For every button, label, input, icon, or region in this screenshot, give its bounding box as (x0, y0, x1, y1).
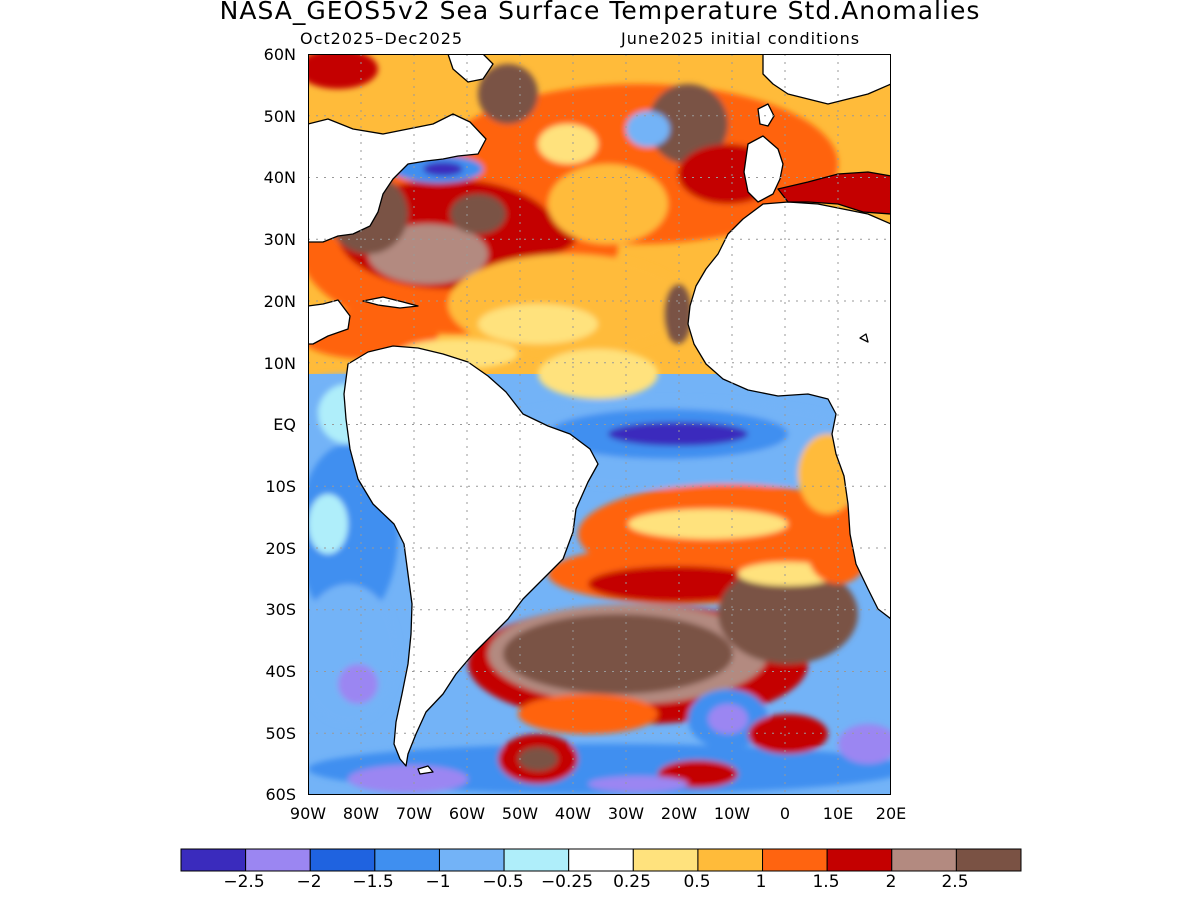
lon-label: 20E (875, 804, 907, 823)
colorbar-tick-label: −2 (296, 872, 322, 892)
chart-title: NASA_GEOS5v2 Sea Surface Temperature Std… (219, 0, 981, 25)
colorbar-swatch (891, 848, 957, 872)
colorbar-swatch (568, 848, 634, 872)
lat-label: 20S (265, 539, 296, 558)
lat-label: 40S (265, 662, 296, 681)
lon-label: 20W (660, 804, 698, 823)
lat-label: 60S (265, 785, 296, 804)
lat-label: 20N (263, 292, 296, 311)
south-america (343, 345, 599, 767)
colorbar-swatch (632, 848, 699, 872)
lon-label: 90W (289, 804, 327, 823)
colorbar-tick-label: 1 (755, 872, 767, 892)
sst-anomaly-map (308, 54, 891, 795)
africa (687, 201, 891, 620)
colorbar-tick-label: −0.25 (540, 872, 594, 892)
colorbar-tick-label: 2.5 (941, 872, 969, 892)
colorbar-tick-label: 0.25 (613, 872, 651, 892)
cuba (362, 296, 419, 309)
tierra-del-fuego (417, 765, 434, 775)
lon-label: 10W (713, 804, 751, 823)
lat-label: EQ (273, 415, 296, 434)
colorbar-swatch (245, 848, 311, 872)
gridlines (308, 54, 891, 795)
europe (762, 54, 891, 105)
colorbar-tick-label: −0.5 (482, 872, 524, 892)
british-isles (757, 103, 775, 127)
central-america (308, 299, 351, 345)
lon-label: 10E (822, 804, 854, 823)
lon-label: 50W (501, 804, 539, 823)
lat-label: 10N (263, 354, 296, 373)
initial-conditions: June2025 initial conditions (621, 29, 861, 48)
colorbar-tick-label: −1 (425, 872, 451, 892)
colorbar (180, 848, 1022, 872)
colorbar-swatch (180, 848, 247, 872)
colorbar-swatch (697, 848, 764, 872)
small-island (859, 333, 869, 343)
colorbar-swatch (826, 848, 893, 872)
lon-label: 30W (607, 804, 645, 823)
lon-label: 80W (342, 804, 380, 823)
lat-label: 30N (263, 230, 296, 249)
colorbar-swatch (309, 848, 376, 872)
lat-label: 30S (265, 600, 296, 619)
colorbar-tick-label: 0.5 (683, 872, 711, 892)
colorbar-swatch (374, 848, 440, 872)
colorbar-swatch (955, 848, 1022, 872)
lon-label: 0 (779, 804, 791, 823)
lon-label: 60W (448, 804, 486, 823)
colorbar-swatch (438, 848, 505, 872)
colorbar-tick-label: −2.5 (223, 872, 265, 892)
colorbar-tick-label: 2 (885, 872, 897, 892)
north-america (308, 113, 487, 243)
lat-label: 60N (263, 45, 296, 64)
map-frame (308, 54, 891, 795)
lat-label: 40N (263, 168, 296, 187)
forecast-period: Oct2025–Dec2025 (300, 29, 464, 48)
greenland (447, 54, 494, 83)
colorbar-tick-label: −1.5 (352, 872, 394, 892)
mediterranean (777, 171, 891, 215)
lat-label: 50S (265, 724, 296, 743)
colorbar-tick-label: 1.5 (812, 872, 840, 892)
land-masses (308, 54, 891, 775)
lat-label: 10S (265, 477, 296, 496)
colorbar-swatch (503, 848, 570, 872)
lon-label: 70W (395, 804, 433, 823)
iberia (743, 135, 784, 203)
lon-label: 40W (554, 804, 592, 823)
lat-label: 50N (263, 107, 296, 126)
colorbar-swatch (762, 848, 828, 872)
